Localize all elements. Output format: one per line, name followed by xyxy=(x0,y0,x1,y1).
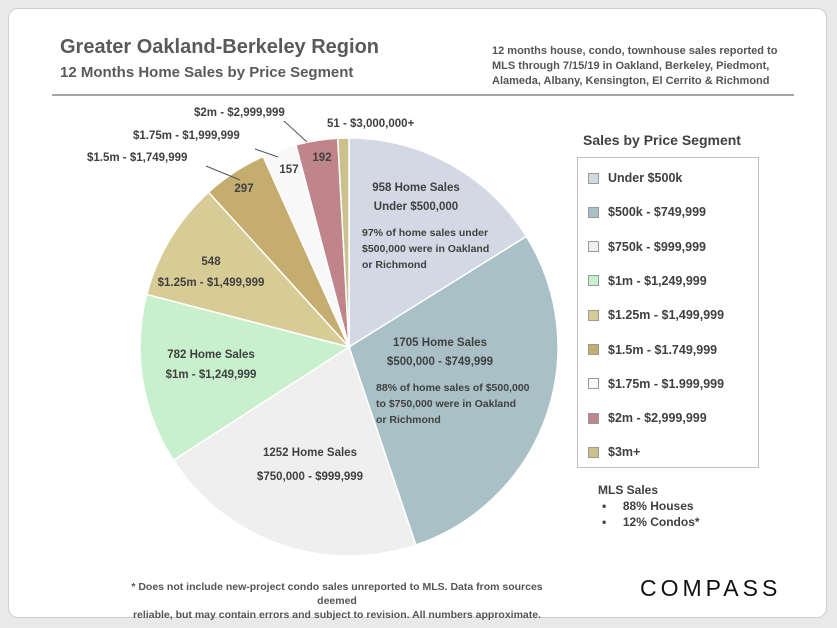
slice-label-125to15: $1.25m - $1,499,999 xyxy=(158,277,265,289)
callout-line-175to2 xyxy=(254,148,279,158)
source-note-line: Alameda, Albany, Kensington, El Cerrito … xyxy=(492,75,770,87)
chart-title: Greater Oakland-Berkeley Region xyxy=(60,36,380,58)
legend-swatch xyxy=(588,378,599,390)
slice-note-500to750: or Richmond xyxy=(376,414,441,426)
mls-item: • 88% Houses xyxy=(602,499,694,513)
slice-label-500to750: $500,000 - $749,999 xyxy=(387,356,493,368)
legend-label: $750k - $999,999 xyxy=(608,239,707,254)
header-divider xyxy=(52,94,794,96)
source-note-line: MLS through 7/15/19 in Oakland, Berkeley… xyxy=(492,60,770,72)
legend-item-15to175: $1.5m - $1.749,999 xyxy=(588,342,717,358)
slice-label-500to750: 1705 Home Sales xyxy=(393,337,487,349)
legend-label: $3m+ xyxy=(608,445,641,460)
slice-note-500to750: to $750,000 were in Oakland xyxy=(376,398,516,410)
footnote-line: reliable, but may contain errors and sub… xyxy=(132,609,542,621)
callout-line-2to3 xyxy=(283,120,308,143)
legend-label: $1.5m - $1.749,999 xyxy=(608,342,718,357)
callout-label-15to175: $1.5m - $1,749,999 xyxy=(87,152,187,164)
slice-label-2to3: 192 xyxy=(312,152,331,164)
slice-note-500to750: 88% of home sales of $500,000 xyxy=(376,382,530,394)
slice-label-1mto125: $1m - $1,249,999 xyxy=(166,369,257,381)
mls-item-text: 12% Condos* xyxy=(622,515,700,529)
legend-item-under500: Under $500k xyxy=(588,170,682,186)
slice-label-750to1m: 1252 Home Sales xyxy=(263,447,357,459)
callout-label-3mplus: 51 - $3,000,000+ xyxy=(327,118,415,130)
legend-item-125to15: $1.25m - $1,499,999 xyxy=(588,307,724,323)
pie-slice-1mto125 xyxy=(139,293,351,462)
legend: Under $500k $500k - $749,999 $750k - $999,… xyxy=(577,157,759,468)
legend-item-175to2: $1.75m - $1.999,999 xyxy=(588,376,724,392)
slice-label-under500: 958 Home Sales xyxy=(372,182,460,194)
legend-label: $2m - $2,999,999 xyxy=(608,411,707,426)
slice-label-750to1m: $750,000 - $999,999 xyxy=(257,471,363,483)
pie-slice-3mplus xyxy=(336,137,350,348)
footnote: * Does not include new-project condo sal… xyxy=(112,580,562,622)
pie-slice-750to1m xyxy=(172,345,417,557)
legend-item-2to3: $2m - $2,999,999 xyxy=(588,410,707,426)
source-note: 12 months house, condo, townhouse sales … xyxy=(492,44,792,89)
slice-label-175to2: 157 xyxy=(279,164,298,176)
legend-item-3mplus: $3m+ xyxy=(588,444,640,460)
mls-title: MLS Sales xyxy=(598,483,659,497)
compass-logo: COMPASS xyxy=(640,575,782,601)
pie-slice-500to750 xyxy=(348,235,559,546)
callout-label-175to2: $1.75m - $1,999,999 xyxy=(133,130,240,142)
callout-line-15to175 xyxy=(205,165,241,181)
legend-item-500to750: $500k - $749,999 xyxy=(588,204,706,220)
legend-swatch xyxy=(588,446,599,458)
legend-swatch xyxy=(588,309,599,321)
legend-swatch xyxy=(588,172,599,184)
legend-swatch xyxy=(588,344,599,355)
slice-label-1mto125: 782 Home Sales xyxy=(167,349,255,361)
callout-label-2to3: $2m - $2,999,999 xyxy=(194,107,285,119)
footnote-line: * Does not include new-project condo sal… xyxy=(131,581,543,607)
legend-swatch xyxy=(588,241,599,253)
legend-item-1mto125: $1m - $1,249,999 xyxy=(588,273,707,289)
slice-note-under500: 97% of home sales under xyxy=(362,227,488,239)
slice-label-125to15: 548 xyxy=(201,256,221,268)
legend-label: $1m - $1,249,999 xyxy=(608,273,707,288)
mls-sales: MLS Sales • 88% Houses • 12% Condos* xyxy=(598,482,700,530)
mls-item-text: 88% Houses xyxy=(622,499,694,513)
chart-subtitle: 12 Months Home Sales by Price Segment xyxy=(60,64,354,81)
pie-slice-under500 xyxy=(348,137,528,349)
mls-item: • 12% Condos* xyxy=(602,515,700,529)
legend-swatch xyxy=(588,206,599,218)
slice-note-under500: or Richmond xyxy=(362,259,427,271)
source-note-line: 12 months house, condo, townhouse sales … xyxy=(492,45,778,57)
pie-slice-125to15 xyxy=(145,191,352,349)
legend-swatch xyxy=(588,275,599,287)
slice-label-under500: Under $500,000 xyxy=(374,201,458,213)
legend-item-750to1m: $750k - $999,999 xyxy=(588,239,706,255)
slice-note-under500: $500,000 were in Oakland xyxy=(362,243,489,255)
legend-label: $1.75m - $1.999,999 xyxy=(608,376,725,391)
legend-swatch xyxy=(588,412,599,424)
slice-label-15to175: 297 xyxy=(234,183,253,195)
legend-label: $500k - $749,999 xyxy=(608,205,707,220)
legend-title: Sales by Price Segment xyxy=(583,132,741,148)
legend-label: Under $500k xyxy=(608,171,683,185)
legend-label: $1.25m - $1,499,999 xyxy=(608,308,725,323)
